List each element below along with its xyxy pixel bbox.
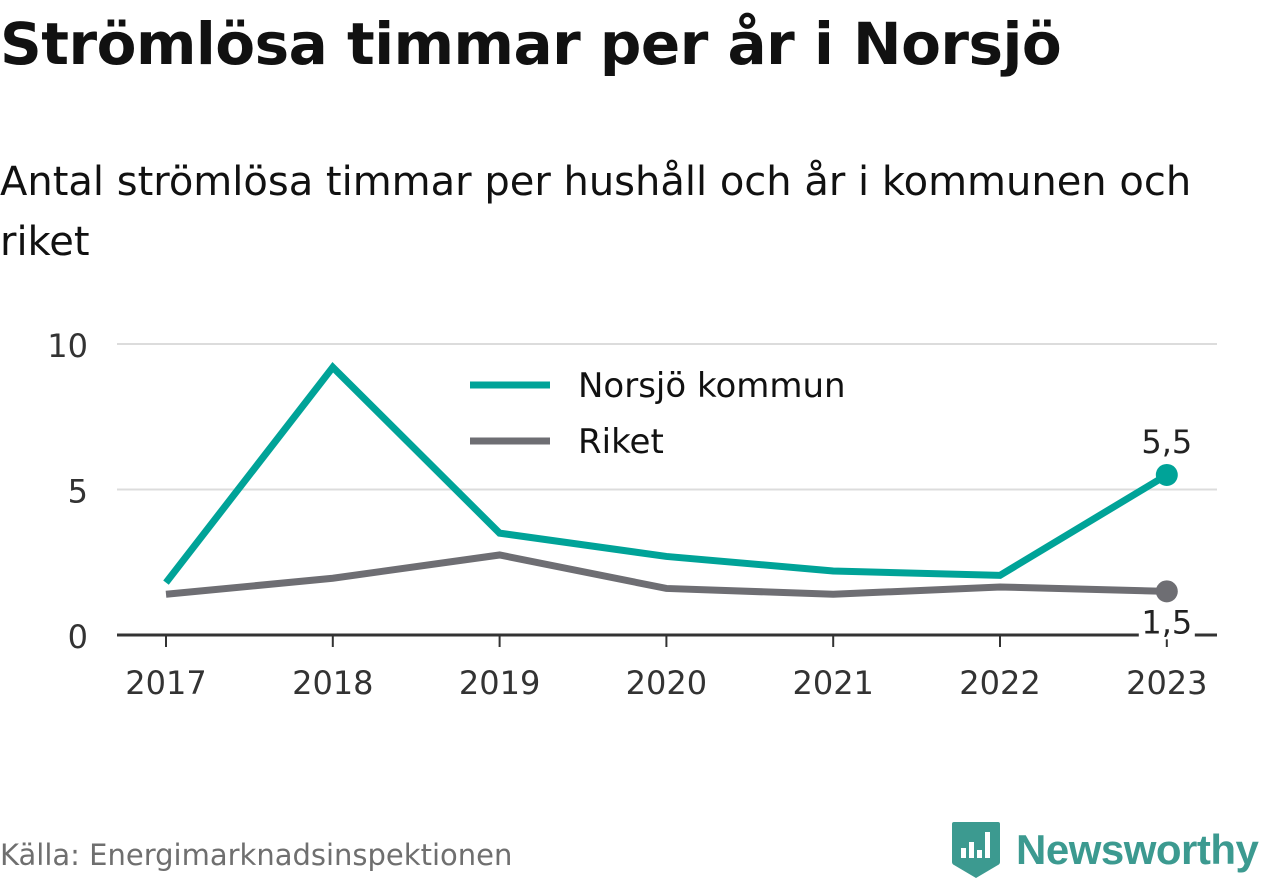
end-point-marker [1156, 580, 1178, 602]
end-point-marker [1156, 464, 1178, 486]
legend-label-1: Riket [578, 422, 664, 462]
newsworthy-logo-icon [950, 820, 1002, 880]
end-value-label: 1,5 [1141, 603, 1192, 641]
brand-name: Newsworthy [1016, 826, 1258, 874]
source-note: Källa: Energimarknadsinspektionen [0, 838, 512, 872]
x-tick-label: 2021 [792, 664, 873, 702]
x-tick-label: 2017 [125, 664, 206, 702]
end-value-label: 5,5 [1141, 423, 1192, 461]
y-tick-label: 5 [68, 473, 88, 511]
y-tick-label: 0 [68, 618, 88, 656]
x-tick-label: 2020 [626, 664, 707, 702]
y-tick-label: 10 [47, 327, 88, 365]
x-tick-label: 2022 [959, 664, 1040, 702]
brand-logo: Newsworthy [950, 818, 1258, 882]
legend-label-0: Norsjö kommun [578, 366, 846, 406]
x-tick-label: 2018 [292, 664, 373, 702]
x-tick-label: 2019 [459, 664, 540, 702]
x-tick-label: 2023 [1126, 664, 1207, 702]
